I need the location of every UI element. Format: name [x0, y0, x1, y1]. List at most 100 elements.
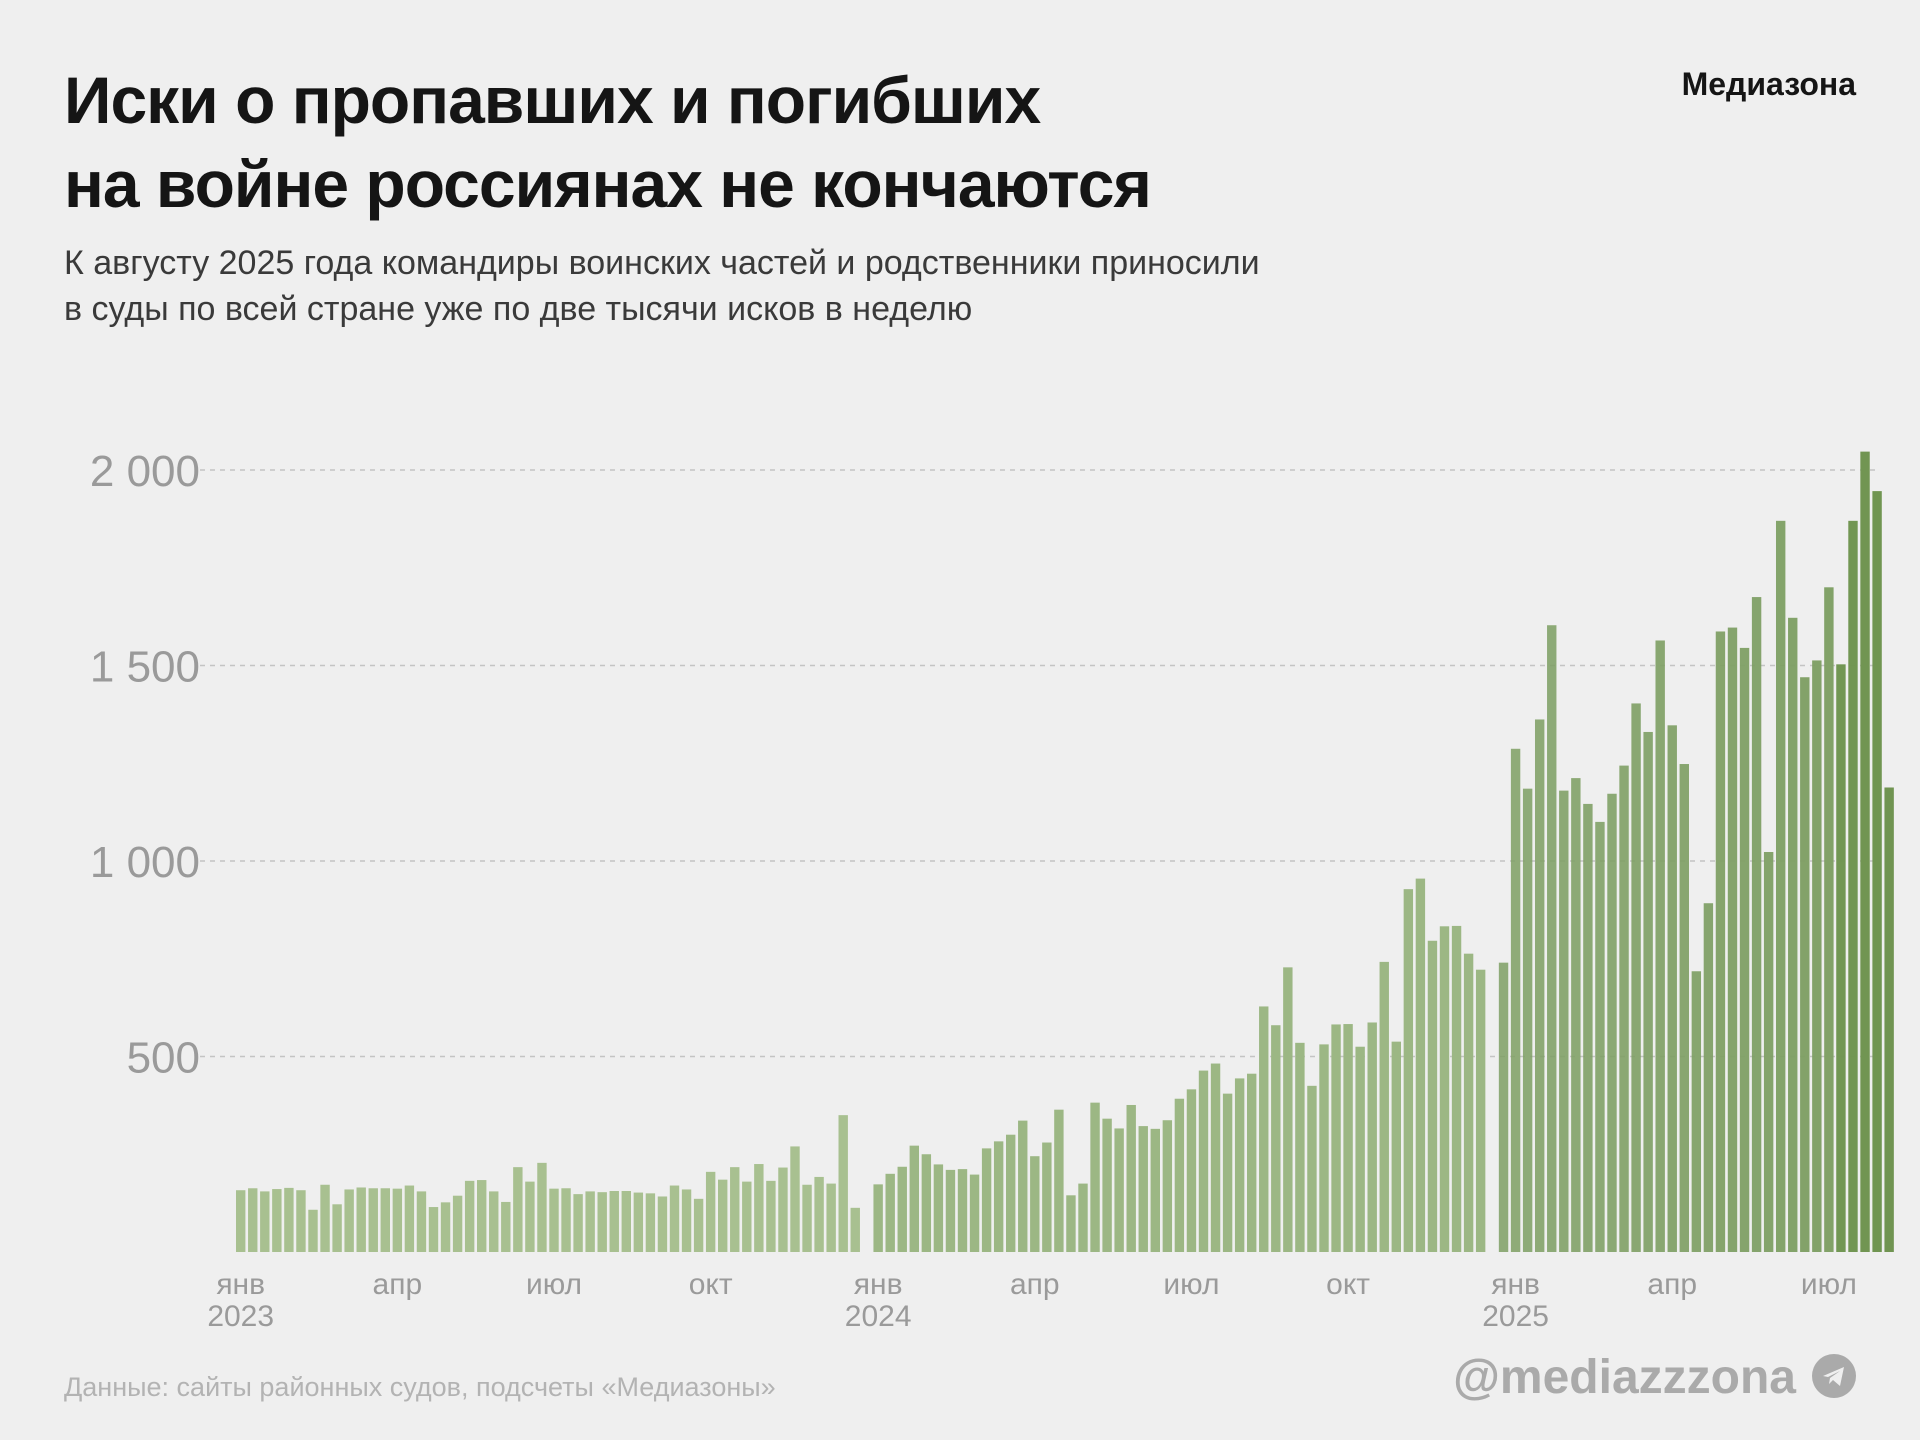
bar-2025-w4	[1534, 719, 1545, 1252]
bar-2023-w37	[669, 1185, 680, 1252]
bar-2023-w13	[380, 1188, 390, 1252]
bar-2025-w29	[1836, 664, 1846, 1252]
bar-2023-w23	[501, 1201, 511, 1252]
x-tick-year: 2024	[845, 1300, 912, 1333]
bar-2023-w3	[260, 1191, 270, 1252]
x-tick-year: 2025	[1482, 1300, 1549, 1333]
bar-2023-w36	[657, 1196, 668, 1252]
telegram-handle[interactable]: @mediazzzona	[1453, 1351, 1796, 1404]
bar-2023-w52	[850, 1207, 860, 1252]
bar-2024-w40	[1343, 1024, 1353, 1252]
bar-2024-w34	[1271, 1025, 1281, 1252]
bar-2025-w18	[1703, 903, 1714, 1252]
bar-2023-w28	[561, 1188, 571, 1252]
bar-2023-w35	[645, 1193, 656, 1252]
bar-2024-w15	[1042, 1142, 1052, 1252]
x-tick-label: июл	[1801, 1268, 1857, 1301]
bar-2024-w5	[921, 1154, 932, 1252]
bar-2024-w38	[1319, 1044, 1329, 1252]
bar-2024-w35	[1283, 967, 1293, 1252]
bar-2024-w31	[1234, 1078, 1245, 1252]
bar-2023-w32	[609, 1191, 619, 1252]
bar-2024-w42	[1367, 1022, 1377, 1252]
bar-2024-w33	[1259, 1006, 1269, 1252]
bar-2024-w44	[1391, 1041, 1401, 1252]
bar-2024-w21	[1114, 1128, 1124, 1252]
bar-2025-w16	[1679, 764, 1689, 1252]
bar-2023-w48	[802, 1184, 812, 1252]
bar-2025-w32	[1872, 491, 1882, 1252]
bar-2023-w9	[332, 1204, 342, 1252]
bar-2025-w21	[1739, 647, 1750, 1252]
bar-2025-w23	[1763, 852, 1774, 1252]
bar-2024-w2	[885, 1173, 895, 1252]
bar-2023-w34	[633, 1192, 644, 1252]
bar-2025-w11	[1619, 765, 1629, 1252]
bar-2023-w14	[392, 1188, 403, 1252]
bar-2024-w24	[1150, 1128, 1160, 1253]
bar-2025-w28	[1824, 587, 1834, 1252]
x-tick-label: окт	[1326, 1268, 1370, 1301]
bar-2023-w43	[742, 1181, 752, 1252]
bar-2023-w27	[549, 1188, 559, 1252]
x-tick-label: июл	[1163, 1268, 1219, 1301]
bar-2024-w16	[1054, 1109, 1064, 1252]
bar-2024-w8	[957, 1169, 968, 1252]
bar-2023-w22	[489, 1191, 499, 1252]
y-tick-label: 500	[127, 1034, 200, 1083]
bar-2024-w23	[1138, 1126, 1148, 1252]
bar-2023-w7	[308, 1209, 318, 1252]
bar-2025-w26	[1800, 677, 1810, 1252]
bar-2025-w15	[1667, 725, 1677, 1252]
bar-2023-w16	[416, 1191, 427, 1252]
bar-2024-w6	[933, 1164, 944, 1252]
bar-2024-w29	[1210, 1063, 1221, 1252]
bar-2024-w51	[1475, 969, 1486, 1252]
y-tick-label: 1 500	[90, 643, 200, 692]
bar-2025-w17	[1691, 971, 1702, 1252]
bar-2025-w27	[1812, 660, 1822, 1252]
title-line-2: на войне россиянах не кончаются	[64, 147, 1152, 221]
bar-2024-w20	[1102, 1118, 1112, 1252]
bar-2023-w15	[404, 1185, 415, 1252]
y-tick-label: 2 000	[90, 447, 200, 496]
bar-2024-w13	[1018, 1120, 1028, 1252]
subtitle-line-1: К августу 2025 года командиры воинских ч…	[64, 244, 1260, 282]
bar-2024-w11	[993, 1141, 1004, 1252]
bar-2024-w19	[1090, 1102, 1100, 1252]
bar-2024-w37	[1307, 1085, 1317, 1253]
telegram-icon[interactable]	[1812, 1354, 1856, 1398]
bar-2025-w13	[1643, 731, 1653, 1252]
bar-2023-w47	[790, 1146, 800, 1252]
bar-2024-w32	[1247, 1073, 1257, 1252]
x-tick-label: апр	[1647, 1268, 1697, 1301]
bar-2023-w19	[452, 1195, 463, 1252]
chart-title: Иски о пропавших и погибших на войне рос…	[64, 58, 1464, 226]
bar-2025-w8	[1583, 803, 1593, 1252]
bar-2024-w22	[1126, 1104, 1136, 1252]
bar-2023-w21	[477, 1180, 487, 1252]
bar-2023-w42	[730, 1167, 740, 1252]
bar-2025-w2	[1510, 748, 1521, 1252]
x-tick-label: янв	[216, 1268, 265, 1301]
bar-2024-w45	[1403, 889, 1414, 1252]
bar-2023-w39	[693, 1198, 704, 1252]
bar-2024-w36	[1295, 1042, 1305, 1253]
bar-2023-w24	[513, 1167, 523, 1252]
x-tick-year: 2023	[207, 1300, 274, 1333]
bar-2023-w49	[814, 1176, 824, 1252]
bar-2024-w50	[1463, 953, 1474, 1252]
bar-2024-w17	[1066, 1195, 1076, 1253]
bar-2023-w2	[248, 1188, 258, 1252]
bar-2025-w12	[1631, 703, 1641, 1252]
bar-2024-w46	[1415, 878, 1426, 1253]
bar-2024-w12	[1006, 1134, 1016, 1252]
x-tick-label: июл	[526, 1268, 582, 1301]
bar-2023-w44	[754, 1164, 764, 1253]
bar-2025-w22	[1751, 597, 1762, 1252]
bar-2023-w45	[766, 1180, 776, 1252]
bar-2023-w20	[464, 1180, 475, 1252]
brand-logo: Медиазона	[1681, 66, 1856, 102]
bar-2024-w39	[1331, 1024, 1341, 1252]
